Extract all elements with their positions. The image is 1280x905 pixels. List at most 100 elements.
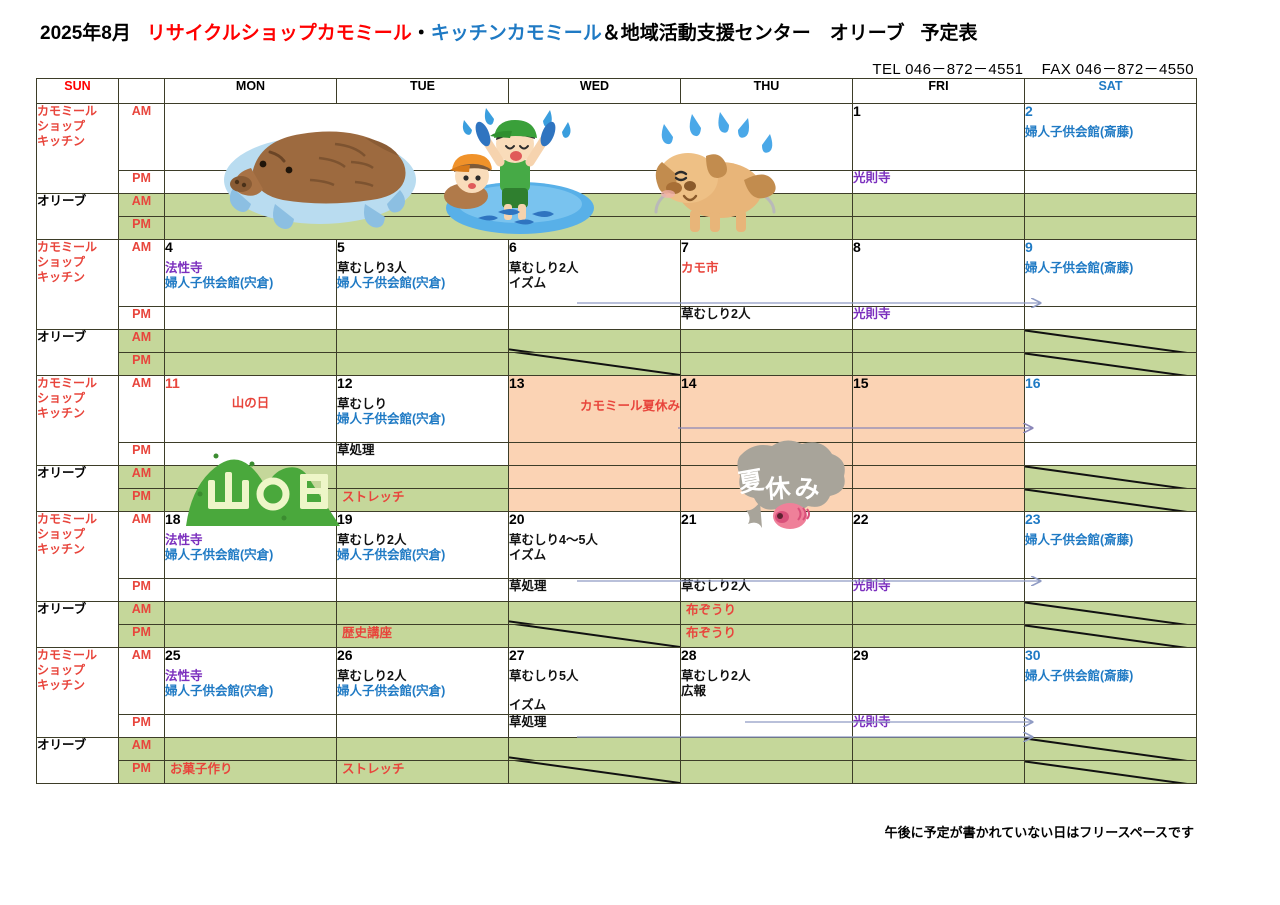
day-cell-8-am[interactable]: 8 — [852, 239, 1025, 307]
olive-cell-2-pm[interactable] — [1024, 216, 1197, 240]
day-cell-1-am[interactable]: 1 — [852, 103, 1025, 171]
olive-cell-28-am[interactable] — [680, 737, 853, 761]
olive-cell-20-pm[interactable] — [508, 624, 681, 648]
olive-cell-22-am[interactable] — [852, 601, 1025, 625]
olive-cell-w1-am[interactable] — [164, 193, 853, 217]
olive-cell-1-pm[interactable] — [852, 216, 1025, 240]
olive-cell-11-am[interactable] — [164, 465, 337, 489]
olive-cell-23-am[interactable] — [1024, 601, 1197, 625]
olive-cell-14-am[interactable] — [680, 465, 853, 489]
day-cell-16-pm[interactable] — [1024, 442, 1197, 466]
olive-cell-25-pm[interactable]: お菓子作り — [164, 760, 337, 784]
day-cell-30-am[interactable]: 30 婦人子供会館(斎藤) — [1024, 647, 1197, 715]
olive-cell-28-pm[interactable] — [680, 760, 853, 784]
olive-cell-27-pm[interactable] — [508, 760, 681, 784]
day-cell-15-am[interactable]: 15 — [852, 375, 1025, 443]
olive-cell-29-pm[interactable] — [852, 760, 1025, 784]
olive-cell-19-pm[interactable]: 歴史講座 — [336, 624, 509, 648]
day-cell-21-am[interactable]: 21 — [680, 511, 853, 579]
day-cell-20-pm[interactable]: 草処理 — [508, 578, 681, 602]
day-cell-6-am[interactable]: 6 草むしり2人 イズム — [508, 239, 681, 307]
olive-cell-30-pm[interactable] — [1024, 760, 1197, 784]
olive-cell-27-am[interactable] — [508, 737, 681, 761]
day-cell-21-pm[interactable]: 草むしり2人 — [680, 578, 853, 602]
day-cell-5-pm[interactable] — [336, 306, 509, 330]
day-cell-2-am[interactable]: 2 婦人子供会館(斎藤) — [1024, 103, 1197, 171]
olive-cell-14-pm[interactable] — [680, 488, 853, 512]
day-cell-7-pm[interactable]: 草むしり2人 — [680, 306, 853, 330]
olive-cell-13-am[interactable] — [508, 465, 681, 489]
olive-cell-8-am[interactable] — [852, 329, 1025, 353]
day-cell-11-pm[interactable] — [164, 442, 337, 466]
olive-cell-1-am[interactable] — [852, 193, 1025, 217]
day-cell-22-am[interactable]: 22 — [852, 511, 1025, 579]
day-cell-27-am[interactable]: 27 草むしり5人 イズム — [508, 647, 681, 715]
day-cell-25-am[interactable]: 25 法性寺 婦人子供会館(宍倉) — [164, 647, 337, 715]
day-cell-12-pm[interactable]: 草処理 — [336, 442, 509, 466]
olive-cell-22-pm[interactable] — [852, 624, 1025, 648]
olive-cell-25-am[interactable] — [164, 737, 337, 761]
olive-cell-7-am[interactable] — [680, 329, 853, 353]
olive-cell-w1-pm[interactable] — [164, 216, 853, 240]
day-cell-15-pm[interactable] — [852, 442, 1025, 466]
day-cell-4-am[interactable]: 4 法性寺 婦人子供会館(宍倉) — [164, 239, 337, 307]
olive-cell-26-pm[interactable]: ストレッチ — [336, 760, 509, 784]
olive-cell-15-am[interactable] — [852, 465, 1025, 489]
day-cell-9-am[interactable]: 9 婦人子供会館(斎藤) — [1024, 239, 1197, 307]
olive-cell-6-pm[interactable] — [508, 352, 681, 376]
day-cell-28-pm[interactable] — [680, 714, 853, 738]
day-cell-7-am[interactable]: 7 カモ市 — [680, 239, 853, 307]
olive-cell-29-am[interactable] — [852, 737, 1025, 761]
day-cell-26-pm[interactable] — [336, 714, 509, 738]
olive-cell-12-pm[interactable]: ストレッチ — [336, 488, 509, 512]
olive-cell-23-pm[interactable] — [1024, 624, 1197, 648]
olive-cell-6-am[interactable] — [508, 329, 681, 353]
olive-cell-18-am[interactable] — [164, 601, 337, 625]
day-cell-2-pm[interactable] — [1024, 170, 1197, 194]
day-cell-14-am[interactable]: 14 — [680, 375, 853, 443]
day-cell-13-am[interactable]: 13 カモミール夏休み — [508, 375, 681, 443]
olive-cell-13-pm[interactable] — [508, 488, 681, 512]
olive-cell-15-pm[interactable] — [852, 488, 1025, 512]
day-cell-18-am[interactable]: 18 法性寺 婦人子供会館(宍倉) — [164, 511, 337, 579]
day-cell-26-am[interactable]: 26 草むしり2人 婦人子供会館(宍倉) — [336, 647, 509, 715]
olive-cell-9-pm[interactable] — [1024, 352, 1197, 376]
day-cell-19-pm[interactable] — [336, 578, 509, 602]
day-cell-22-pm[interactable]: 光則寺 — [852, 578, 1025, 602]
day-cell-6-pm[interactable] — [508, 306, 681, 330]
day-cell-25-pm[interactable] — [164, 714, 337, 738]
olive-cell-4-pm[interactable] — [164, 352, 337, 376]
olive-cell-2-am[interactable] — [1024, 193, 1197, 217]
day-cell-1-pm[interactable]: 光則寺 — [852, 170, 1025, 194]
olive-cell-9-am[interactable] — [1024, 329, 1197, 353]
day-cell-18-pm[interactable] — [164, 578, 337, 602]
olive-cell-12-am[interactable] — [336, 465, 509, 489]
day-cell-30-pm[interactable] — [1024, 714, 1197, 738]
day-cell-11-am[interactable]: 11 山の日 — [164, 375, 337, 443]
day-cell-29-pm[interactable]: 光則寺 — [852, 714, 1025, 738]
olive-cell-16-pm[interactable] — [1024, 488, 1197, 512]
olive-cell-5-am[interactable] — [336, 329, 509, 353]
day-cell-19-am[interactable]: 19 草むしり2人 婦人子供会館(宍倉) — [336, 511, 509, 579]
day-cell-23-pm[interactable] — [1024, 578, 1197, 602]
day-cell-12-am[interactable]: 12 草むしり 婦人子供会館(宍倉) — [336, 375, 509, 443]
olive-cell-8-pm[interactable] — [852, 352, 1025, 376]
day-cell-28-am[interactable]: 28 草むしり2人 広報 — [680, 647, 853, 715]
olive-cell-16-am[interactable] — [1024, 465, 1197, 489]
olive-cell-18-pm[interactable] — [164, 624, 337, 648]
olive-cell-11-pm[interactable] — [164, 488, 337, 512]
olive-cell-7-pm[interactable] — [680, 352, 853, 376]
olive-cell-26-am[interactable] — [336, 737, 509, 761]
olive-cell-21-pm[interactable]: 布ぞうり — [680, 624, 853, 648]
olive-cell-21-am[interactable]: 布ぞうり — [680, 601, 853, 625]
day-cell-29-am[interactable]: 29 — [852, 647, 1025, 715]
day-cell-20-am[interactable]: 20 草むしり4～5人 イズム — [508, 511, 681, 579]
day-cell-27-pm[interactable]: 草処理 — [508, 714, 681, 738]
day-cell-4-pm[interactable] — [164, 306, 337, 330]
olive-cell-20-am[interactable] — [508, 601, 681, 625]
olive-cell-19-am[interactable] — [336, 601, 509, 625]
day-cell-9-pm[interactable] — [1024, 306, 1197, 330]
day-cell-23-am[interactable]: 23 婦人子供会館(斎藤) — [1024, 511, 1197, 579]
olive-cell-30-am[interactable] — [1024, 737, 1197, 761]
day-cell-16-am[interactable]: 16 — [1024, 375, 1197, 443]
